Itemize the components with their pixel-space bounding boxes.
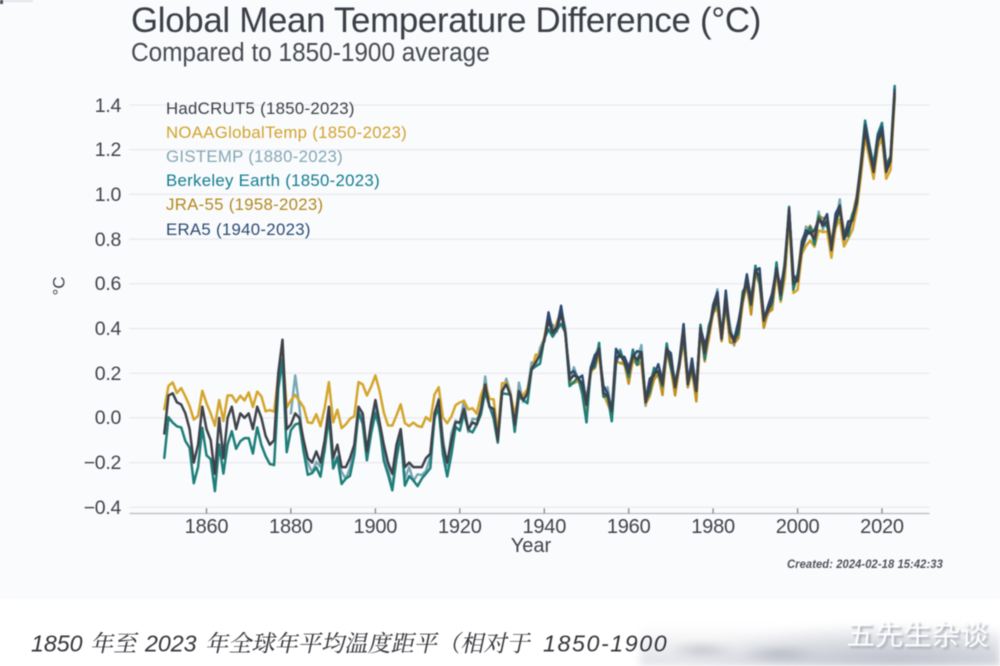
svg-text:2023: 2023 xyxy=(144,631,197,657)
svg-text:1850-1900: 1850-1900 xyxy=(543,631,668,657)
svg-text:1850: 1850 xyxy=(31,631,83,657)
